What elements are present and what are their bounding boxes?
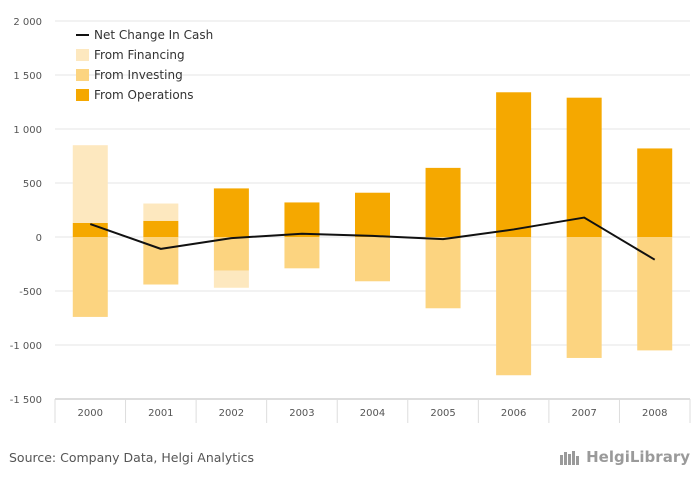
legend-swatch-from-financing [76,49,89,61]
bar-from-investing-2007 [566,237,602,358]
bar-from-operations-2001 [143,220,179,237]
legend-label-from-investing: From Investing [94,68,183,82]
x-tick-label: 2003 [289,408,314,419]
bar-from-operations-2004 [355,192,390,237]
y-axis: 2 000 1 500 1 000 500 0 -500 -1 000 -1 500 [10,17,42,406]
bar-from-investing-2003 [284,237,320,269]
brand-logo: HelgiLibrary [560,448,690,466]
x-axis: 2000 2001 2002 2003 2004 2005 2006 2007 2008 [54,398,691,423]
bar-from-operations-2003 [284,202,320,237]
library-icon [560,451,580,465]
bars [72,92,673,376]
x-tick-label: 2000 [78,408,103,419]
x-tick-label: 2004 [360,408,385,419]
bar-from-financing-2000 [72,145,108,223]
bar-from-investing-2002 [213,237,249,271]
bar-from-investing-2005 [425,237,461,309]
x-tick-label: 2007 [571,408,596,419]
bar-from-operations-2007 [566,97,602,238]
bar-from-financing-2001 [143,203,179,221]
brand-name: HelgiLibrary [586,448,690,466]
net-change-line [89,216,656,261]
y-tick-label: 500 [23,179,42,190]
bar-from-operations-2008 [637,148,673,237]
series-line-net-change-in-cash [89,216,656,261]
legend-swatch-from-investing [76,69,89,81]
chart: 2 000 1 500 1 000 500 0 -500 -1 000 -1 500 2000… [10,17,691,423]
bar-from-investing-2004 [355,237,390,282]
legend-swatch-from-operations [76,89,89,101]
bar-from-operations-2005 [425,167,461,237]
bar-from-investing-2006 [496,237,532,376]
x-tick-label: 2005 [430,408,455,419]
y-tick-label: -500 [19,287,42,298]
legend: Net Change In Cash From Financing From Inv… [76,28,213,102]
x-tick-label: 2008 [642,408,667,419]
y-tick-label: 1 000 [13,125,42,136]
bar-from-investing-2000 [72,237,108,317]
y-tick-label: 2 000 [13,17,42,28]
source-note: Source: Company Data, Helgi Analytics [9,450,255,465]
y-tick-label: -1 000 [10,341,42,352]
bar-from-operations-2006 [496,92,532,237]
bar-from-operations-2002 [213,188,249,237]
x-tick-label: 2006 [501,408,526,419]
legend-label-from-operations: From Operations [94,88,194,102]
legend-label-net-change-in-cash: Net Change In Cash [94,28,213,42]
x-tick-label: 2002 [219,408,244,419]
bar-from-investing-2008 [637,237,673,351]
bar-from-financing-2002 [213,270,249,288]
x-tick-label: 2001 [148,408,173,419]
legend-label-from-financing: From Financing [94,48,185,62]
y-tick-label: 0 [36,233,42,244]
y-tick-label: -1 500 [10,395,42,406]
y-tick-label: 1 500 [13,71,42,82]
